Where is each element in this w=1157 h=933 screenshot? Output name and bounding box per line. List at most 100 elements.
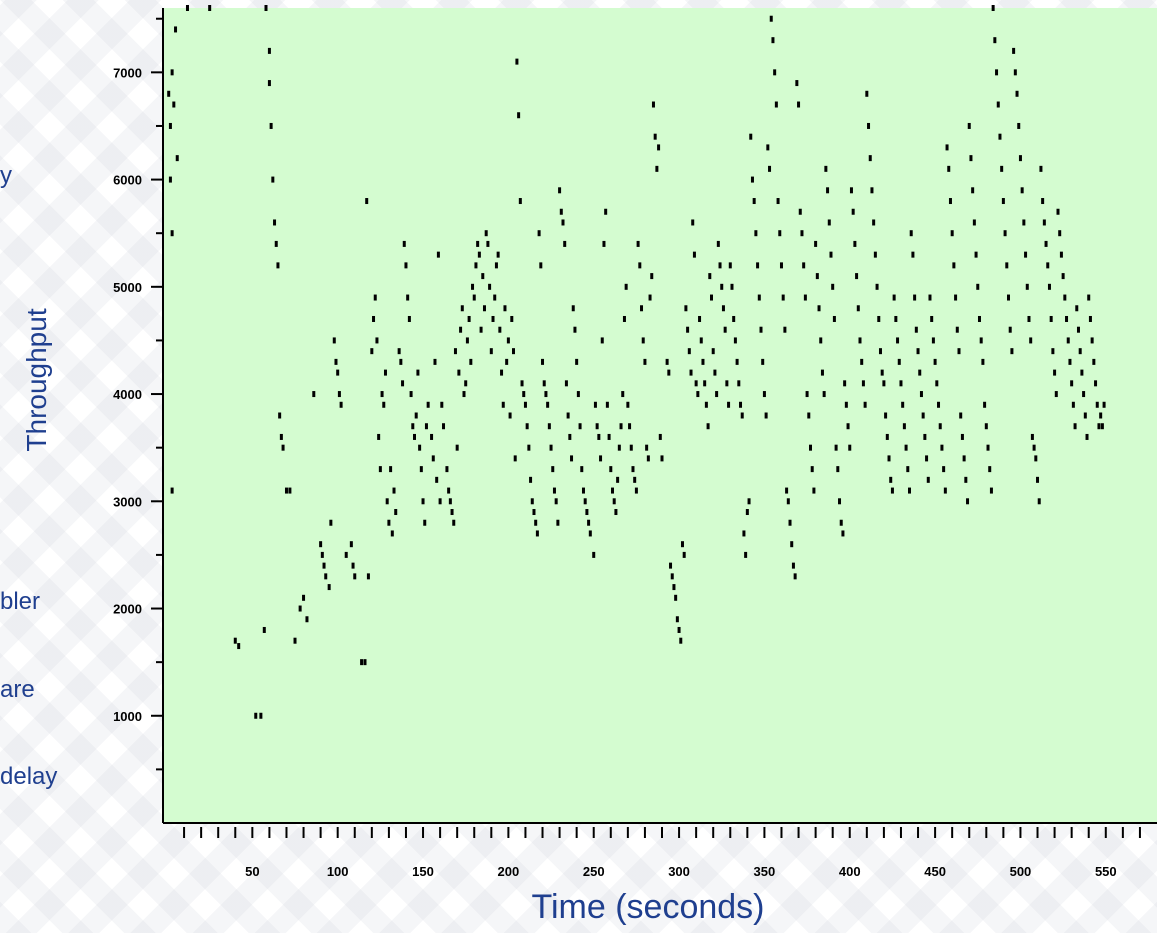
x-axis-title: Time (seconds) <box>531 888 765 926</box>
data-point <box>995 69 999 76</box>
data-point <box>570 455 574 462</box>
data-point <box>288 487 292 494</box>
data-point <box>401 380 405 387</box>
data-point <box>756 262 760 269</box>
data-point <box>631 466 635 473</box>
data-point <box>319 541 323 548</box>
data-point <box>459 326 463 333</box>
data-point <box>320 551 324 558</box>
data-point <box>1012 47 1016 54</box>
data-point <box>484 230 488 237</box>
data-point <box>962 455 966 462</box>
data-point <box>921 412 925 419</box>
data-point <box>501 401 505 408</box>
data-point <box>566 412 570 419</box>
data-point <box>749 133 753 140</box>
data-point <box>556 519 560 526</box>
x-tick-label: 200 <box>498 864 520 879</box>
data-point <box>870 187 874 194</box>
data-point <box>273 219 277 226</box>
data-point <box>271 176 275 183</box>
data-point <box>576 391 580 398</box>
data-point <box>493 294 497 301</box>
data-point <box>948 198 952 205</box>
data-point <box>1036 476 1040 483</box>
data-point <box>1020 187 1024 194</box>
data-point <box>650 273 654 280</box>
data-point <box>506 337 510 344</box>
data-point <box>472 294 476 301</box>
data-point <box>774 101 778 108</box>
data-point <box>824 165 828 172</box>
data-point <box>1046 262 1050 269</box>
data-point <box>761 358 765 365</box>
data-point <box>836 466 840 473</box>
data-point <box>655 165 659 172</box>
data-point <box>933 358 937 365</box>
data-point <box>894 315 898 322</box>
data-point <box>660 455 664 462</box>
data-point <box>440 401 444 408</box>
data-point <box>175 155 179 162</box>
x-tick-label: 100 <box>327 864 349 879</box>
data-point <box>768 165 772 172</box>
axes: 1000 2000 3000 4000 5000 6000 7000 50 100 150 200 2… <box>113 8 1157 879</box>
data-point <box>1039 165 1043 172</box>
data-point <box>925 455 929 462</box>
data-point <box>332 337 336 344</box>
data-point <box>455 444 459 451</box>
y-tick-label: 4000 <box>113 387 142 402</box>
data-point <box>1051 348 1055 355</box>
data-point <box>971 187 975 194</box>
data-point <box>694 380 698 387</box>
data-point <box>1059 251 1063 258</box>
data-point <box>778 230 782 237</box>
data-point <box>365 198 369 205</box>
x-tick-label: 250 <box>583 864 605 879</box>
data-point <box>744 551 748 558</box>
data-point <box>489 348 493 355</box>
data-point <box>867 122 871 129</box>
data-point <box>945 144 949 151</box>
data-point <box>170 230 174 237</box>
data-point <box>742 530 746 537</box>
data-point <box>919 391 923 398</box>
data-point <box>931 337 935 344</box>
data-point <box>366 573 370 580</box>
data-point <box>781 294 785 301</box>
data-point <box>525 423 529 430</box>
data-point <box>1054 391 1058 398</box>
data-point <box>957 348 961 355</box>
data-point <box>471 283 475 290</box>
data-point <box>819 337 823 344</box>
data-point <box>585 509 589 516</box>
data-point <box>578 423 582 430</box>
data-point <box>510 315 514 322</box>
data-point <box>940 444 944 451</box>
data-point <box>692 251 696 258</box>
data-point <box>786 498 790 505</box>
data-point <box>254 712 258 719</box>
data-point <box>1034 455 1038 462</box>
plot-area <box>163 8 1157 823</box>
data-point <box>377 433 381 440</box>
data-point <box>469 358 473 365</box>
data-point <box>844 401 848 408</box>
data-point <box>621 391 625 398</box>
data-point <box>329 519 333 526</box>
data-point <box>563 240 567 247</box>
data-point <box>580 466 584 473</box>
data-point <box>826 187 830 194</box>
data-point <box>389 466 393 473</box>
data-point <box>938 423 942 430</box>
data-point <box>378 466 382 473</box>
data-point <box>701 358 705 365</box>
data-point <box>568 433 572 440</box>
data-point <box>564 380 568 387</box>
data-point <box>416 369 420 376</box>
data-point <box>1097 423 1101 430</box>
data-point <box>875 283 879 290</box>
data-point <box>1015 90 1019 97</box>
data-point <box>375 337 379 344</box>
data-point <box>904 444 908 451</box>
